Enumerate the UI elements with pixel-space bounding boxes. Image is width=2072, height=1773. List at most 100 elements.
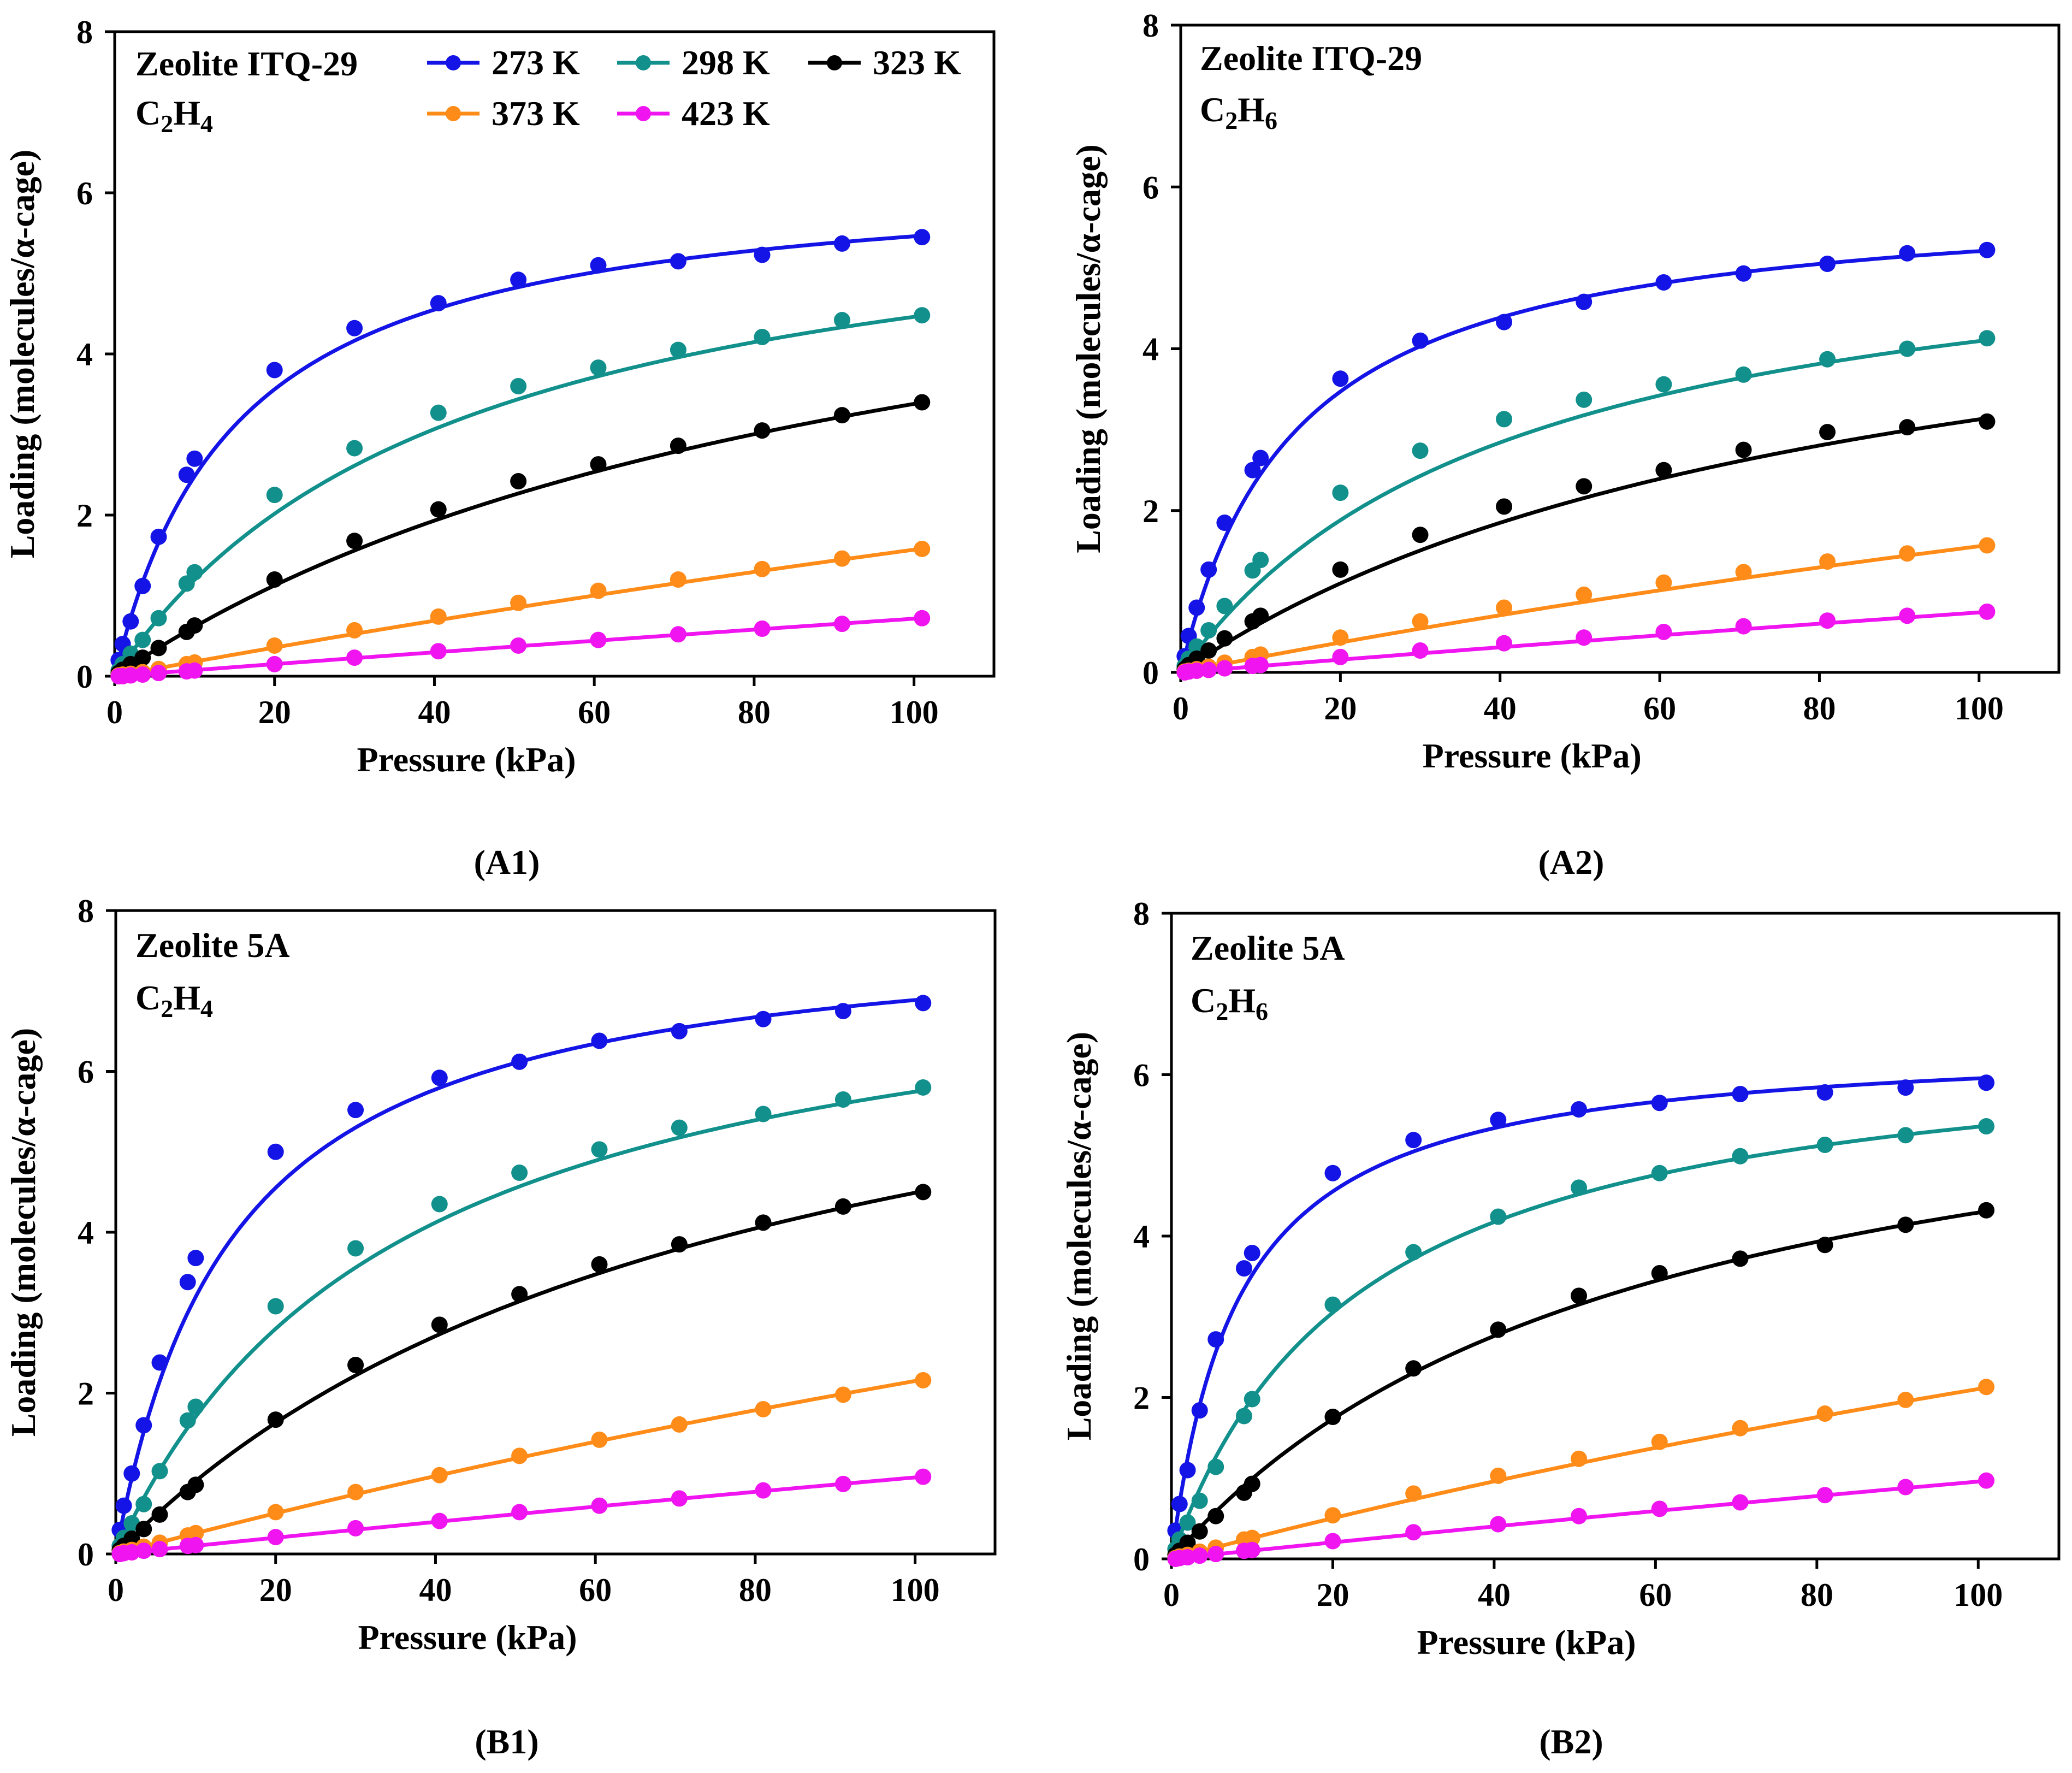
data-point-298k	[1897, 1127, 1914, 1144]
data-point-423k	[1655, 623, 1672, 640]
data-point-373k	[591, 1431, 608, 1448]
data-point-323k	[1252, 607, 1269, 624]
data-point-423k	[1188, 663, 1205, 679]
data-point-323k	[1200, 642, 1217, 659]
data-point-323k	[150, 640, 167, 657]
data-point-298k	[347, 1240, 364, 1257]
data-point-423k	[135, 1542, 152, 1559]
y-tick-label: 6	[1142, 169, 1159, 205]
data-point-273k	[1324, 1165, 1341, 1181]
data-point-273k	[1576, 293, 1593, 310]
data-point-423k	[755, 1482, 772, 1499]
panel-title: Zeolite 5A	[135, 926, 290, 965]
fit-curve-323k	[1180, 416, 1987, 674]
fit-curve-298k	[113, 314, 922, 677]
legend-label: 298 K	[682, 43, 770, 82]
data-point-423k	[186, 662, 203, 679]
data-point-298k	[1576, 391, 1593, 408]
data-point-423k	[1732, 1494, 1749, 1511]
data-point-298k	[1405, 1244, 1422, 1261]
x-tick-label: 100	[891, 1572, 940, 1608]
data-point-323k	[266, 571, 283, 588]
panel-label: (B2)	[1539, 1722, 1603, 1761]
data-point-373k	[1899, 545, 1916, 562]
panel-a1: 0 20 40 60 80 100 0 2 4 6 8 Pressure (kPa) Loading (…	[3, 14, 996, 882]
adsorbate-formula: C2H4	[135, 978, 213, 1023]
y-tick-label: 4	[76, 336, 93, 373]
data-point-323k	[1207, 1508, 1224, 1524]
x-tick-label: 80	[1803, 690, 1836, 726]
data-point-323k	[1490, 1321, 1507, 1338]
data-point-273k	[1490, 1112, 1507, 1128]
data-point-423k	[670, 626, 686, 643]
data-point-373k	[1732, 1420, 1749, 1437]
data-point-273k	[671, 1023, 688, 1039]
x-tick-label: 0	[1173, 690, 1189, 726]
data-point-373k	[915, 1372, 932, 1388]
x-axis-title: Pressure (kPa)	[1423, 736, 1642, 775]
y-axis-title: Loading (molecules/α-cage)	[3, 150, 42, 559]
data-point-273k	[1819, 255, 1836, 272]
y-tick-label: 6	[76, 175, 93, 211]
panel-title: Zeolite ITQ-29	[135, 44, 358, 83]
data-point-298k	[150, 610, 167, 627]
data-point-323k	[186, 617, 203, 634]
data-point-373k	[1405, 1485, 1422, 1502]
x-tick-label: 60	[578, 694, 611, 730]
data-point-423k	[346, 649, 363, 666]
panel-title: Zeolite 5A	[1191, 929, 1345, 967]
legend-marker	[446, 55, 461, 70]
data-point-298k	[1412, 442, 1429, 459]
data-point-423k	[833, 616, 850, 633]
panel-label: (A2)	[1538, 843, 1605, 882]
data-point-323k	[511, 1286, 528, 1303]
data-point-423k	[1819, 612, 1836, 629]
legend-marker	[827, 55, 842, 70]
data-point-373k	[267, 1504, 284, 1521]
data-point-273k	[1191, 1402, 1208, 1419]
data-point-323k	[1191, 1523, 1208, 1540]
legend-marker	[636, 106, 651, 121]
data-point-298k	[511, 1165, 528, 1181]
data-point-298k	[431, 1196, 448, 1213]
plot-content: 0 20 40 60 80 100 0 2 4 6 8 Pressure (kPa) Loading (…	[1059, 896, 2061, 1662]
data-point-423k	[1651, 1500, 1668, 1517]
y-tick-label: 8	[78, 893, 94, 929]
data-point-323k	[267, 1411, 284, 1428]
data-point-273k	[115, 1497, 132, 1514]
data-point-273k	[1978, 1074, 1995, 1091]
data-point-273k	[1571, 1101, 1588, 1118]
x-tick-label: 0	[108, 1572, 124, 1608]
plot-content: 0 20 40 60 80 100 0 2 4 6 8 Pressure (kPa) Loading (…	[3, 14, 996, 779]
data-point-373k	[1651, 1433, 1668, 1450]
panel-annotation: Zeolite ITQ-29 C2H4	[135, 44, 358, 138]
y-axis-title: Loading (molecules/α-cage)	[4, 1028, 43, 1437]
data-point-273k	[431, 1069, 448, 1086]
legend-label: 373 K	[492, 94, 580, 133]
data-point-273k	[1188, 599, 1205, 616]
data-point-298k	[1571, 1179, 1588, 1196]
data-point-323k	[914, 394, 931, 411]
data-point-298k	[1244, 1391, 1260, 1408]
data-point-273k	[1732, 1085, 1749, 1102]
data-point-298k	[834, 1091, 851, 1108]
data-point-323k	[591, 1256, 608, 1273]
y-axis-title: Loading (molecules/α-cage)	[1069, 144, 1108, 553]
data-point-373k	[1819, 553, 1836, 570]
data-point-273k	[1897, 1079, 1914, 1096]
data-point-373k	[510, 594, 527, 611]
data-point-423k	[1899, 607, 1916, 624]
data-point-273k	[1332, 370, 1349, 387]
data-point-373k	[1244, 1529, 1260, 1546]
data-point-273k	[914, 229, 931, 246]
data-point-298k	[151, 1463, 168, 1480]
data-point-373k	[431, 1467, 448, 1484]
data-point-298k	[1819, 351, 1836, 368]
x-tick-label: 20	[1316, 1577, 1349, 1613]
data-point-323k	[1732, 1250, 1749, 1267]
x-tick-label: 40	[1478, 1577, 1511, 1613]
data-point-273k	[834, 1003, 851, 1020]
data-point-298k	[135, 1496, 152, 1512]
data-point-298k	[833, 312, 850, 329]
legend-marker	[636, 55, 651, 70]
